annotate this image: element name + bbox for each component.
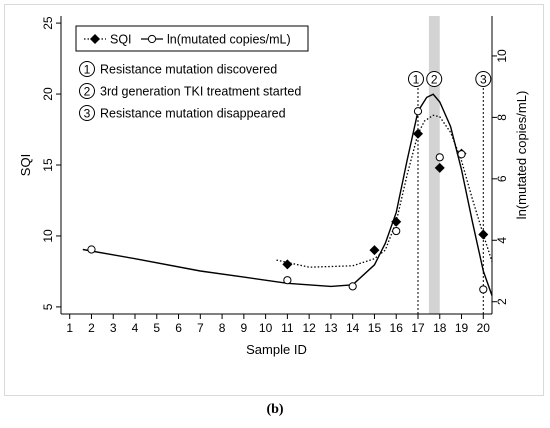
ln-fit-line (82, 93, 493, 296)
x-tick-label: 11 (281, 321, 294, 335)
y-tick-label: 15 (41, 158, 55, 172)
x-tick-label: 12 (302, 321, 316, 335)
figure-caption: (b) (266, 402, 284, 417)
y-tick-label: 10 (41, 229, 55, 243)
x-tick-label: 17 (411, 321, 425, 335)
x-tick-label: 16 (390, 321, 404, 335)
x-tick-label: 9 (241, 321, 248, 335)
annotation-number-circle-3 (79, 105, 95, 121)
y-axis-label: SQI (18, 154, 33, 176)
x-tick-label: 3 (110, 321, 117, 335)
event-marker-label-1: 1 (413, 73, 420, 87)
sqi-point (282, 259, 293, 270)
sqi-point (434, 162, 445, 173)
sqi-point (478, 229, 489, 240)
annotation-text-2: 3rd generation TKI treatment started (100, 85, 301, 99)
legend-sqi-label: SQI (110, 33, 132, 47)
sqi-point (391, 216, 402, 227)
x-axis-label: Sample ID (246, 342, 307, 357)
ln-point (392, 226, 401, 236)
x-tick-label: 4 (132, 321, 139, 335)
x-tick-label: 8 (219, 321, 226, 335)
y-tick-label: 25 (41, 16, 55, 30)
event-marker-circle-2 (426, 71, 443, 87)
legend-ln-label: ln(mutated copies/mL) (167, 33, 291, 47)
event-marker-label-3: 3 (480, 73, 487, 87)
x-tick-label: 6 (175, 321, 182, 335)
annotation-number-circle-2 (79, 83, 95, 99)
annotation-number-circle-1 (79, 61, 95, 77)
annotation-text-1: Resistance mutation discovered (100, 63, 277, 77)
annotation-text-3: Resistance mutation disappeared (100, 107, 286, 121)
y2-tick-label: 4 (495, 237, 509, 244)
y2-tick-label: 10 (495, 49, 509, 63)
y2-tick-label: 2 (495, 298, 509, 305)
sqi-fit-line (276, 114, 493, 268)
ln-point (479, 285, 488, 294)
ln-point (87, 245, 96, 254)
x-tick-label: 14 (346, 321, 360, 335)
ln-point (348, 282, 357, 291)
annotation-number-1: 1 (84, 63, 91, 77)
event-marker-label-2: 2 (431, 73, 438, 87)
x-tick-label: 20 (477, 321, 491, 335)
x-tick-label: 18 (433, 321, 447, 335)
x-tick-label: 10 (259, 321, 273, 335)
y-tick-label: 5 (41, 303, 55, 310)
x-tick-label: 7 (197, 321, 204, 335)
event-marker-circle-1 (407, 71, 424, 87)
legend-ln-marker (147, 34, 157, 44)
x-tick-label: 1 (66, 321, 73, 335)
event-marker-circle-3 (475, 71, 492, 87)
y2-axis-label: ln(mutated copies/mL) (514, 91, 529, 220)
sqi-point (369, 245, 380, 256)
ln-point (413, 107, 423, 116)
legend-box (75, 25, 309, 52)
x-tick-label: 15 (368, 321, 382, 335)
annotation-number-3: 3 (84, 107, 91, 121)
ln-point (283, 276, 292, 285)
y2-tick-label: 8 (495, 114, 509, 121)
ln-point (435, 153, 444, 162)
legend-sqi-marker (90, 34, 100, 44)
y-tick-label: 20 (41, 87, 55, 101)
x-tick-label: 19 (455, 321, 469, 335)
sqi-point (412, 128, 423, 139)
treatment-band (428, 16, 440, 314)
y2-tick-label: 6 (495, 175, 509, 182)
x-tick-label: 5 (153, 321, 160, 335)
x-tick-label: 2 (88, 321, 95, 335)
annotation-number-2: 2 (84, 85, 91, 99)
ln-point (457, 150, 466, 159)
x-tick-label: 13 (324, 321, 338, 335)
